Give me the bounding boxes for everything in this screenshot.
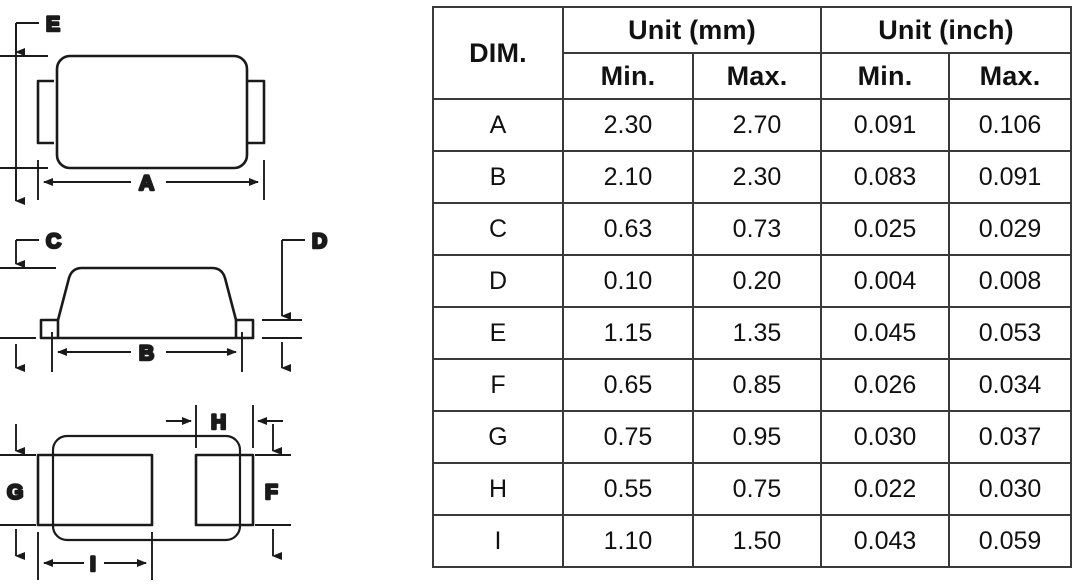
drawing-panel: E A [0, 0, 420, 587]
header-unit-mm: Unit (mm) [561, 6, 823, 54]
dimension-label-I: I [90, 553, 96, 576]
dimension-B [51, 332, 243, 372]
cell-mm-max: 1.35 [691, 306, 823, 360]
header-unit-inch: Unit (inch) [820, 6, 1073, 54]
cell-inch-max: 0.053 [948, 306, 1073, 360]
table-row: G 0.75 0.95 0.030 0.037 [432, 410, 1073, 464]
cell-inch-max: 0.029 [948, 202, 1073, 256]
cell-inch-max: 0.059 [948, 514, 1073, 568]
dimension-label-H: H [211, 411, 226, 434]
table-row: A 2.30 2.70 0.091 0.106 [432, 98, 1073, 152]
dimension-I [37, 532, 153, 580]
table-row: D 0.10 0.20 0.004 0.008 [432, 254, 1073, 308]
cell-inch-min: 0.025 [820, 202, 951, 256]
cell-mm-max: 0.20 [691, 254, 823, 308]
header-inch-max: Max. [948, 52, 1073, 100]
dimension-E [0, 22, 48, 205]
cell-inch-max: 0.008 [948, 254, 1073, 308]
table-row: I 1.10 1.50 0.043 0.059 [432, 514, 1073, 568]
cell-dim: C [432, 202, 564, 256]
cell-mm-min: 0.55 [562, 462, 694, 516]
table-header-row-minmax: Min. Max. Min. Max. [433, 52, 1073, 100]
cell-dim: G [432, 410, 564, 464]
cell-dim: I [432, 514, 564, 568]
dimension-F [255, 424, 291, 560]
bottom-view-geometry [36, 434, 255, 542]
dimension-C [0, 239, 56, 372]
cell-mm-min: 1.15 [562, 306, 694, 360]
cell-mm-max: 1.50 [691, 514, 823, 568]
table-row: E 1.15 1.35 0.045 0.053 [432, 306, 1073, 360]
dimension-label-C: C [46, 230, 61, 253]
header-dim: DIM. [432, 6, 564, 100]
cell-inch-min: 0.083 [820, 150, 951, 204]
cell-inch-min: 0.045 [820, 306, 951, 360]
table-body: A 2.30 2.70 0.091 0.106 B 2.10 2.30 0.08… [432, 98, 1073, 568]
cell-mm-max: 0.73 [691, 202, 823, 256]
cell-mm-min: 2.30 [562, 98, 694, 152]
cell-mm-min: 2.10 [562, 150, 694, 204]
dimension-G [0, 424, 36, 560]
cell-mm-min: 1.10 [562, 514, 694, 568]
dimension-table-panel: DIM. Unit (mm) Unit (inch) Min. Max. Min… [432, 6, 1073, 568]
dimension-label-E: E [46, 13, 60, 36]
cell-mm-min: 0.75 [562, 410, 694, 464]
dimension-label-A: A [139, 172, 154, 195]
cell-inch-min: 0.026 [820, 358, 951, 412]
cell-mm-max: 2.70 [691, 98, 823, 152]
cell-mm-min: 0.65 [562, 358, 694, 412]
dimension-label-D: D [312, 230, 327, 253]
cell-mm-max: 2.30 [691, 150, 823, 204]
table-row: B 2.10 2.30 0.083 0.091 [432, 150, 1073, 204]
cell-dim: A [432, 98, 564, 152]
cell-inch-max: 0.091 [948, 150, 1073, 204]
table-row: C 0.63 0.73 0.025 0.029 [432, 202, 1073, 256]
cell-inch-max: 0.034 [948, 358, 1073, 412]
cell-mm-min: 0.63 [562, 202, 694, 256]
cell-inch-min: 0.091 [820, 98, 951, 152]
table-header-row-units: DIM. Unit (mm) Unit (inch) [432, 6, 1073, 100]
dimension-A [37, 160, 265, 200]
header-mm-max: Max. [691, 52, 823, 100]
package-outline-svg: E A [0, 12, 328, 580]
table-row: H 0.55 0.75 0.022 0.030 [432, 462, 1073, 516]
cell-inch-min: 0.004 [820, 254, 951, 308]
table-header: DIM. Unit (mm) Unit (inch) Min. Max. Min… [432, 6, 1073, 100]
cell-dim: H [432, 462, 564, 516]
cell-mm-min: 0.10 [562, 254, 694, 308]
cell-dim: E [432, 306, 564, 360]
cell-mm-max: 0.85 [691, 358, 823, 412]
cell-mm-max: 0.75 [691, 462, 823, 516]
dimension-D [262, 239, 305, 372]
dimension-label-G: G [7, 481, 23, 504]
cell-inch-max: 0.030 [948, 462, 1073, 516]
dimension-label-B: B [139, 342, 154, 365]
cell-inch-min: 0.043 [820, 514, 951, 568]
top-view-geometry [36, 54, 266, 170]
cell-dim: D [432, 254, 564, 308]
cell-inch-max: 0.106 [948, 98, 1073, 152]
cell-dim: B [432, 150, 564, 204]
dimension-label-F: F [265, 481, 278, 504]
cell-inch-min: 0.022 [820, 462, 951, 516]
cell-mm-max: 0.95 [691, 410, 823, 464]
dimension-table: DIM. Unit (mm) Unit (inch) Min. Max. Min… [432, 6, 1073, 568]
dimension-H [166, 405, 283, 448]
cell-inch-min: 0.030 [820, 410, 951, 464]
header-mm-min: Min. [562, 52, 694, 100]
cell-dim: F [432, 358, 564, 412]
cell-inch-max: 0.037 [948, 410, 1073, 464]
side-view-geometry [39, 266, 255, 340]
header-inch-min: Min. [820, 52, 951, 100]
table-row: F 0.65 0.85 0.026 0.034 [432, 358, 1073, 412]
